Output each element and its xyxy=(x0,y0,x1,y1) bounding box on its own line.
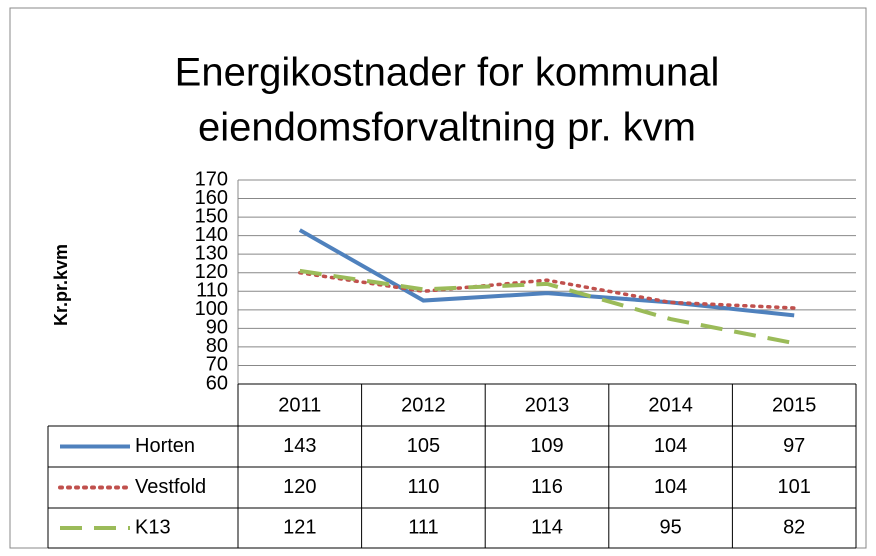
table-value: 104 xyxy=(654,476,687,498)
y-tick-label: 170 xyxy=(195,168,228,190)
table-value: 97 xyxy=(783,435,805,457)
chart-title: eiendomsforvaltning pr. kvm xyxy=(198,106,696,150)
table-value: 95 xyxy=(659,516,681,538)
table-value: 114 xyxy=(531,516,563,538)
x-tick-label: 2015 xyxy=(772,394,817,416)
table-value: 121 xyxy=(283,516,316,538)
table-value: 111 xyxy=(408,516,438,538)
y-axis-label: Kr.pr.kvm xyxy=(51,244,71,326)
table-value: 101 xyxy=(778,476,811,498)
table-value: 104 xyxy=(654,435,687,457)
x-tick-label: 2014 xyxy=(648,394,693,416)
x-tick-label: 2011 xyxy=(278,394,321,416)
legend-label: Horten xyxy=(135,435,195,457)
table-value: 105 xyxy=(407,435,440,457)
table-value: 143 xyxy=(283,435,316,457)
y-tick-label: 150 xyxy=(195,205,228,227)
legend-label: K13 xyxy=(135,516,171,538)
chart-title: Energikostnader for kommunal xyxy=(175,51,720,95)
chart-border xyxy=(9,7,867,549)
table-value: 110 xyxy=(407,476,439,498)
series-line xyxy=(298,228,795,318)
x-tick-label: 2013 xyxy=(525,394,570,416)
y-tick-label: 90 xyxy=(206,317,228,339)
table-value: 116 xyxy=(531,476,563,498)
table-value: 109 xyxy=(530,435,563,457)
y-tick-label: 80 xyxy=(206,335,228,357)
y-tick-label: 160 xyxy=(195,187,228,209)
legend-label: Vestfold xyxy=(135,476,206,498)
table-value: 120 xyxy=(283,476,316,498)
y-tick-label: 70 xyxy=(206,354,228,376)
y-tick-label: 60 xyxy=(206,372,228,394)
y-tick-label: 100 xyxy=(195,298,228,320)
table-value: 82 xyxy=(783,516,805,538)
x-tick-label: 2012 xyxy=(401,394,446,416)
y-tick-label: 130 xyxy=(195,242,228,264)
y-tick-label: 120 xyxy=(195,261,228,283)
series-line xyxy=(299,268,795,346)
y-tick-label: 110 xyxy=(196,280,228,302)
y-tick-label: 140 xyxy=(195,224,228,246)
